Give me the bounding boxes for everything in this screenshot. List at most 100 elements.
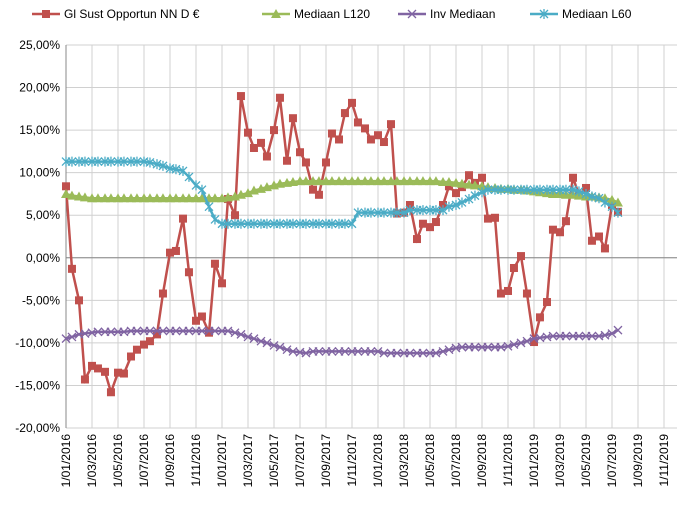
marker-square bbox=[465, 171, 473, 180]
marker-square bbox=[322, 158, 330, 167]
marker-x bbox=[184, 326, 194, 336]
marker-square bbox=[283, 156, 291, 165]
marker bbox=[353, 118, 362, 127]
marker-triangle bbox=[243, 188, 253, 198]
marker-x bbox=[418, 205, 428, 216]
marker bbox=[275, 218, 285, 229]
x-tick-label: 1/07/2016 bbox=[137, 434, 151, 488]
marker bbox=[430, 176, 441, 186]
marker-x bbox=[366, 346, 376, 356]
marker-x bbox=[171, 164, 181, 175]
marker bbox=[204, 201, 214, 212]
marker-square bbox=[496, 289, 505, 298]
marker bbox=[106, 156, 116, 167]
marker-x bbox=[275, 218, 285, 229]
marker-triangle bbox=[326, 176, 337, 186]
marker-x bbox=[496, 184, 506, 195]
marker-x bbox=[568, 184, 578, 195]
marker bbox=[426, 223, 434, 232]
x-tick-label: 1/11/2019 bbox=[657, 434, 671, 487]
marker bbox=[464, 179, 474, 189]
y-tick-label: 10,00% bbox=[19, 166, 60, 180]
marker-x bbox=[106, 327, 116, 337]
marker-x bbox=[392, 207, 402, 218]
marker-triangle bbox=[451, 177, 461, 187]
marker bbox=[309, 185, 317, 194]
marker bbox=[158, 326, 168, 336]
marker-x bbox=[262, 218, 272, 229]
marker-square bbox=[262, 152, 271, 161]
marker-triangle bbox=[222, 192, 233, 202]
marker bbox=[418, 205, 428, 216]
marker bbox=[391, 176, 402, 186]
marker-x bbox=[158, 160, 168, 171]
marker-triangle bbox=[209, 193, 220, 203]
marker-square bbox=[192, 316, 200, 325]
marker-x bbox=[451, 200, 461, 211]
marker-square bbox=[491, 213, 499, 222]
marker bbox=[418, 348, 428, 358]
marker-triangle bbox=[131, 193, 142, 203]
marker-x bbox=[607, 329, 617, 338]
marker bbox=[322, 158, 330, 167]
x-tick-label: 1/01/2017 bbox=[215, 434, 229, 488]
marker bbox=[613, 325, 623, 335]
marker bbox=[327, 129, 336, 138]
marker bbox=[158, 160, 168, 171]
marker-x bbox=[470, 342, 480, 352]
marker bbox=[574, 186, 584, 197]
y-tick-label: 5,00% bbox=[26, 208, 60, 222]
marker bbox=[197, 326, 207, 336]
marker-x bbox=[67, 332, 77, 342]
marker bbox=[249, 334, 259, 344]
marker-square bbox=[418, 219, 427, 228]
marker-x bbox=[61, 334, 71, 344]
marker bbox=[132, 326, 142, 336]
marker-square bbox=[67, 264, 76, 273]
marker bbox=[457, 197, 467, 208]
marker bbox=[478, 173, 486, 182]
marker-x bbox=[249, 218, 259, 229]
marker bbox=[262, 152, 271, 161]
marker-square bbox=[548, 225, 557, 234]
marker bbox=[509, 184, 519, 195]
marker-square bbox=[301, 158, 310, 167]
marker-x bbox=[106, 156, 116, 167]
y-tick-label: -20,00% bbox=[15, 421, 60, 435]
marker-x bbox=[230, 328, 240, 338]
marker bbox=[230, 328, 240, 338]
marker-triangle bbox=[66, 190, 77, 200]
marker bbox=[105, 193, 116, 203]
marker bbox=[431, 205, 441, 216]
marker-x bbox=[282, 345, 292, 355]
marker-square bbox=[561, 217, 570, 226]
y-tick-label: 25,00% bbox=[19, 38, 60, 52]
marker bbox=[587, 236, 596, 245]
marker bbox=[257, 138, 265, 147]
marker bbox=[404, 176, 415, 186]
marker-square bbox=[478, 173, 486, 182]
marker-x bbox=[67, 156, 77, 167]
marker bbox=[132, 156, 142, 167]
marker-x bbox=[340, 346, 350, 356]
marker-x bbox=[522, 184, 532, 195]
marker-square bbox=[218, 279, 226, 288]
marker-x bbox=[379, 207, 389, 218]
marker bbox=[301, 218, 311, 229]
marker bbox=[347, 218, 357, 229]
marker bbox=[548, 184, 558, 195]
marker-x bbox=[223, 218, 233, 229]
marker-triangle bbox=[74, 191, 84, 201]
marker-x bbox=[464, 194, 474, 205]
marker bbox=[340, 109, 349, 118]
marker bbox=[106, 388, 115, 397]
marker bbox=[470, 190, 480, 201]
marker bbox=[600, 197, 610, 208]
marker-x bbox=[249, 334, 259, 344]
marker bbox=[236, 92, 245, 101]
marker-x bbox=[539, 9, 549, 19]
marker bbox=[477, 187, 487, 198]
marker-x bbox=[353, 346, 363, 356]
marker bbox=[210, 259, 219, 268]
marker bbox=[431, 218, 440, 227]
